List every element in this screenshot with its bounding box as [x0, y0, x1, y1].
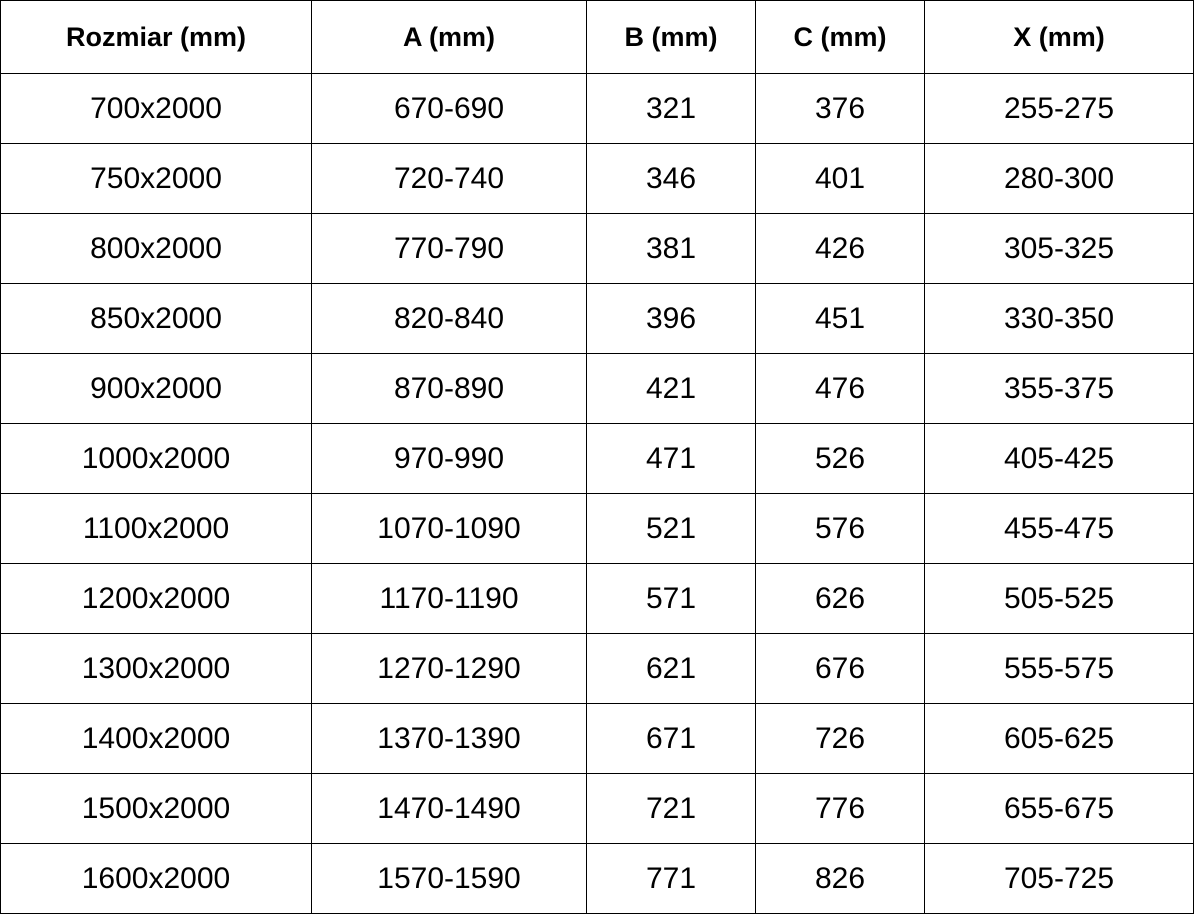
x-cell: 255-275	[924, 73, 1194, 144]
a-cell: 1370-1390	[311, 703, 587, 774]
a-cell: 1570-1590	[311, 843, 587, 914]
a-cell: 970-990	[311, 423, 587, 494]
size-cell: 900x2000	[0, 353, 312, 424]
b-cell: 671	[586, 703, 756, 774]
a-cell: 670-690	[311, 73, 587, 144]
column-header-x: X (mm)	[924, 0, 1194, 74]
c-cell: 626	[755, 563, 925, 634]
c-cell: 451	[755, 283, 925, 354]
b-cell: 421	[586, 353, 756, 424]
a-cell: 770-790	[311, 213, 587, 284]
b-cell: 381	[586, 213, 756, 284]
b-cell: 396	[586, 283, 756, 354]
a-cell: 1170-1190	[311, 563, 587, 634]
size-cell: 750x2000	[0, 143, 312, 214]
x-cell: 555-575	[924, 633, 1194, 704]
table-row: 800x2000 770-790 381 426 305-325	[0, 213, 1194, 284]
size-cell: 1500x2000	[0, 773, 312, 844]
c-cell: 401	[755, 143, 925, 214]
x-cell: 330-350	[924, 283, 1194, 354]
table-row: 850x2000 820-840 396 451 330-350	[0, 283, 1194, 354]
table-row: 750x2000 720-740 346 401 280-300	[0, 143, 1194, 214]
table-row: 900x2000 870-890 421 476 355-375	[0, 353, 1194, 424]
size-cell: 1200x2000	[0, 563, 312, 634]
table-header: Rozmiar (mm) A (mm) B (mm) C (mm) X (mm)	[0, 0, 1194, 74]
table-row: 1000x2000 970-990 471 526 405-425	[0, 423, 1194, 494]
table-body: 700x2000 670-690 321 376 255-275 750x2000 720-…	[0, 73, 1194, 914]
b-cell: 721	[586, 773, 756, 844]
x-cell: 655-675	[924, 773, 1194, 844]
x-cell: 705-725	[924, 843, 1194, 914]
c-cell: 676	[755, 633, 925, 704]
size-cell: 800x2000	[0, 213, 312, 284]
size-cell: 1100x2000	[0, 493, 312, 564]
a-cell: 1270-1290	[311, 633, 587, 704]
table-row: 1500x2000 1470-1490 721 776 655-675	[0, 773, 1194, 844]
table-row: 1300x2000 1270-1290 621 676 555-575	[0, 633, 1194, 704]
column-header-size: Rozmiar (mm)	[0, 0, 312, 74]
b-cell: 571	[586, 563, 756, 634]
column-header-b: B (mm)	[586, 0, 756, 74]
a-cell: 1470-1490	[311, 773, 587, 844]
c-cell: 576	[755, 493, 925, 564]
x-cell: 455-475	[924, 493, 1194, 564]
b-cell: 521	[586, 493, 756, 564]
c-cell: 376	[755, 73, 925, 144]
b-cell: 471	[586, 423, 756, 494]
c-cell: 426	[755, 213, 925, 284]
x-cell: 405-425	[924, 423, 1194, 494]
column-header-a: A (mm)	[311, 0, 587, 74]
table-row: 1100x2000 1070-1090 521 576 455-475	[0, 493, 1194, 564]
x-cell: 305-325	[924, 213, 1194, 284]
table-row: 1400x2000 1370-1390 671 726 605-625	[0, 703, 1194, 774]
c-cell: 726	[755, 703, 925, 774]
table-row: 700x2000 670-690 321 376 255-275	[0, 73, 1194, 144]
x-cell: 605-625	[924, 703, 1194, 774]
c-cell: 476	[755, 353, 925, 424]
table-row: 1200x2000 1170-1190 571 626 505-525	[0, 563, 1194, 634]
b-cell: 621	[586, 633, 756, 704]
c-cell: 776	[755, 773, 925, 844]
x-cell: 280-300	[924, 143, 1194, 214]
a-cell: 820-840	[311, 283, 587, 354]
c-cell: 526	[755, 423, 925, 494]
a-cell: 1070-1090	[311, 493, 587, 564]
b-cell: 321	[586, 73, 756, 144]
table-row: 1600x2000 1570-1590 771 826 705-725	[0, 843, 1194, 914]
column-header-c: C (mm)	[755, 0, 925, 74]
table-header-row: Rozmiar (mm) A (mm) B (mm) C (mm) X (mm)	[0, 0, 1194, 74]
b-cell: 771	[586, 843, 756, 914]
b-cell: 346	[586, 143, 756, 214]
x-cell: 355-375	[924, 353, 1194, 424]
a-cell: 720-740	[311, 143, 587, 214]
c-cell: 826	[755, 843, 925, 914]
size-cell: 1300x2000	[0, 633, 312, 704]
a-cell: 870-890	[311, 353, 587, 424]
size-cell: 1000x2000	[0, 423, 312, 494]
size-cell: 700x2000	[0, 73, 312, 144]
size-cell: 1400x2000	[0, 703, 312, 774]
size-cell: 850x2000	[0, 283, 312, 354]
x-cell: 505-525	[924, 563, 1194, 634]
size-cell: 1600x2000	[0, 843, 312, 914]
